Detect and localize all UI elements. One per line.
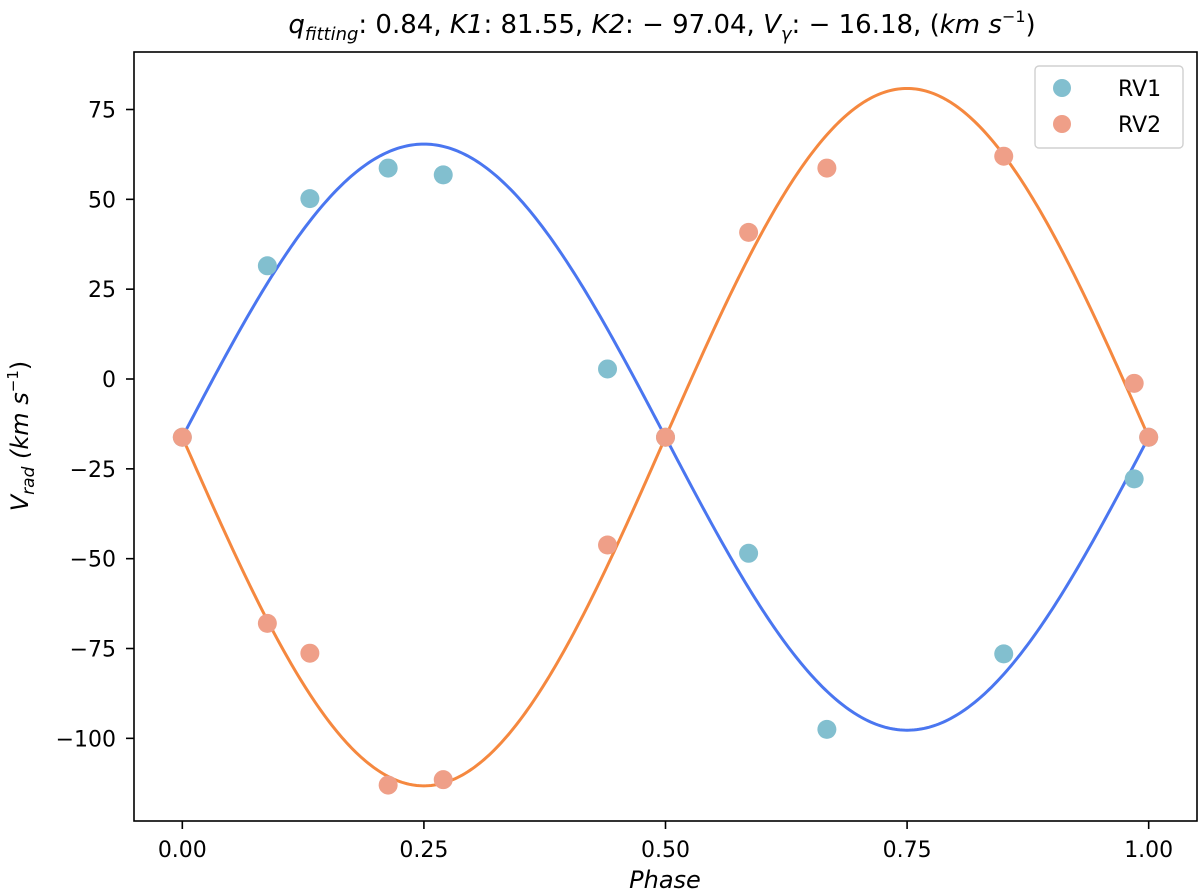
y-tick-label: 0 xyxy=(102,368,116,393)
point-rv2-8 xyxy=(817,158,837,178)
legend: RV1 RV2 xyxy=(1034,65,1184,149)
point-rv2-7 xyxy=(739,222,759,242)
y-tick-label: 75 xyxy=(88,98,116,123)
point-rv2-11 xyxy=(1139,427,1159,447)
point-rv1-3 xyxy=(378,158,398,178)
data-points xyxy=(172,146,1159,795)
point-rv2-6 xyxy=(656,427,675,447)
point-rv1-4 xyxy=(433,165,453,185)
legend-marker-rv2 xyxy=(1053,115,1071,133)
point-rv2-4 xyxy=(433,770,453,790)
point-rv2-9 xyxy=(994,146,1014,166)
y-tick-label: −75 xyxy=(70,638,116,663)
point-rv2-3 xyxy=(378,775,398,795)
point-rv1-7 xyxy=(739,543,759,563)
point-rv2-5 xyxy=(598,535,618,555)
x-tick-label: 0.00 xyxy=(158,838,207,863)
legend-label-rv2: RV2 xyxy=(1118,113,1161,138)
x-tick-label: 0.50 xyxy=(641,838,690,863)
point-rv1-2 xyxy=(300,189,320,209)
point-rv1-8 xyxy=(817,719,837,739)
point-rv1-1 xyxy=(257,256,277,276)
point-rv2-1 xyxy=(257,613,277,633)
y-tick-label: 25 xyxy=(88,278,116,303)
legend-marker-rv1 xyxy=(1053,79,1071,97)
x-tick-label: 0.75 xyxy=(883,838,932,863)
point-rv1-9 xyxy=(994,644,1014,664)
legend-label-rv1: RV1 xyxy=(1118,77,1161,102)
y-tick-label: −25 xyxy=(70,458,116,483)
point-rv2-10 xyxy=(1124,373,1144,393)
y-tick-label: −100 xyxy=(56,727,116,752)
x-axis-ticks: 0.00 0.25 0.50 0.75 1.00 xyxy=(158,821,1173,863)
y-tick-label: 50 xyxy=(88,188,116,213)
chart-title: qfitting: 0.84, K1: 81.55, K2: − 97.04, … xyxy=(288,7,1035,45)
point-rv1-5 xyxy=(598,359,618,379)
y-tick-label: −50 xyxy=(70,548,116,573)
legend-box xyxy=(1034,65,1184,149)
y-axis-ticks: 75 50 25 0 −25 −50 −75 −100 xyxy=(56,98,134,752)
point-rv1-10 xyxy=(1124,469,1144,489)
point-rv2-2 xyxy=(300,643,320,663)
y-axis-label: Vrad (km s−1) xyxy=(4,361,39,512)
x-axis-label: Phase xyxy=(629,866,701,894)
point-rv2-0 xyxy=(172,427,192,447)
x-tick-label: 1.00 xyxy=(1124,838,1173,863)
x-tick-label: 0.25 xyxy=(399,838,448,863)
